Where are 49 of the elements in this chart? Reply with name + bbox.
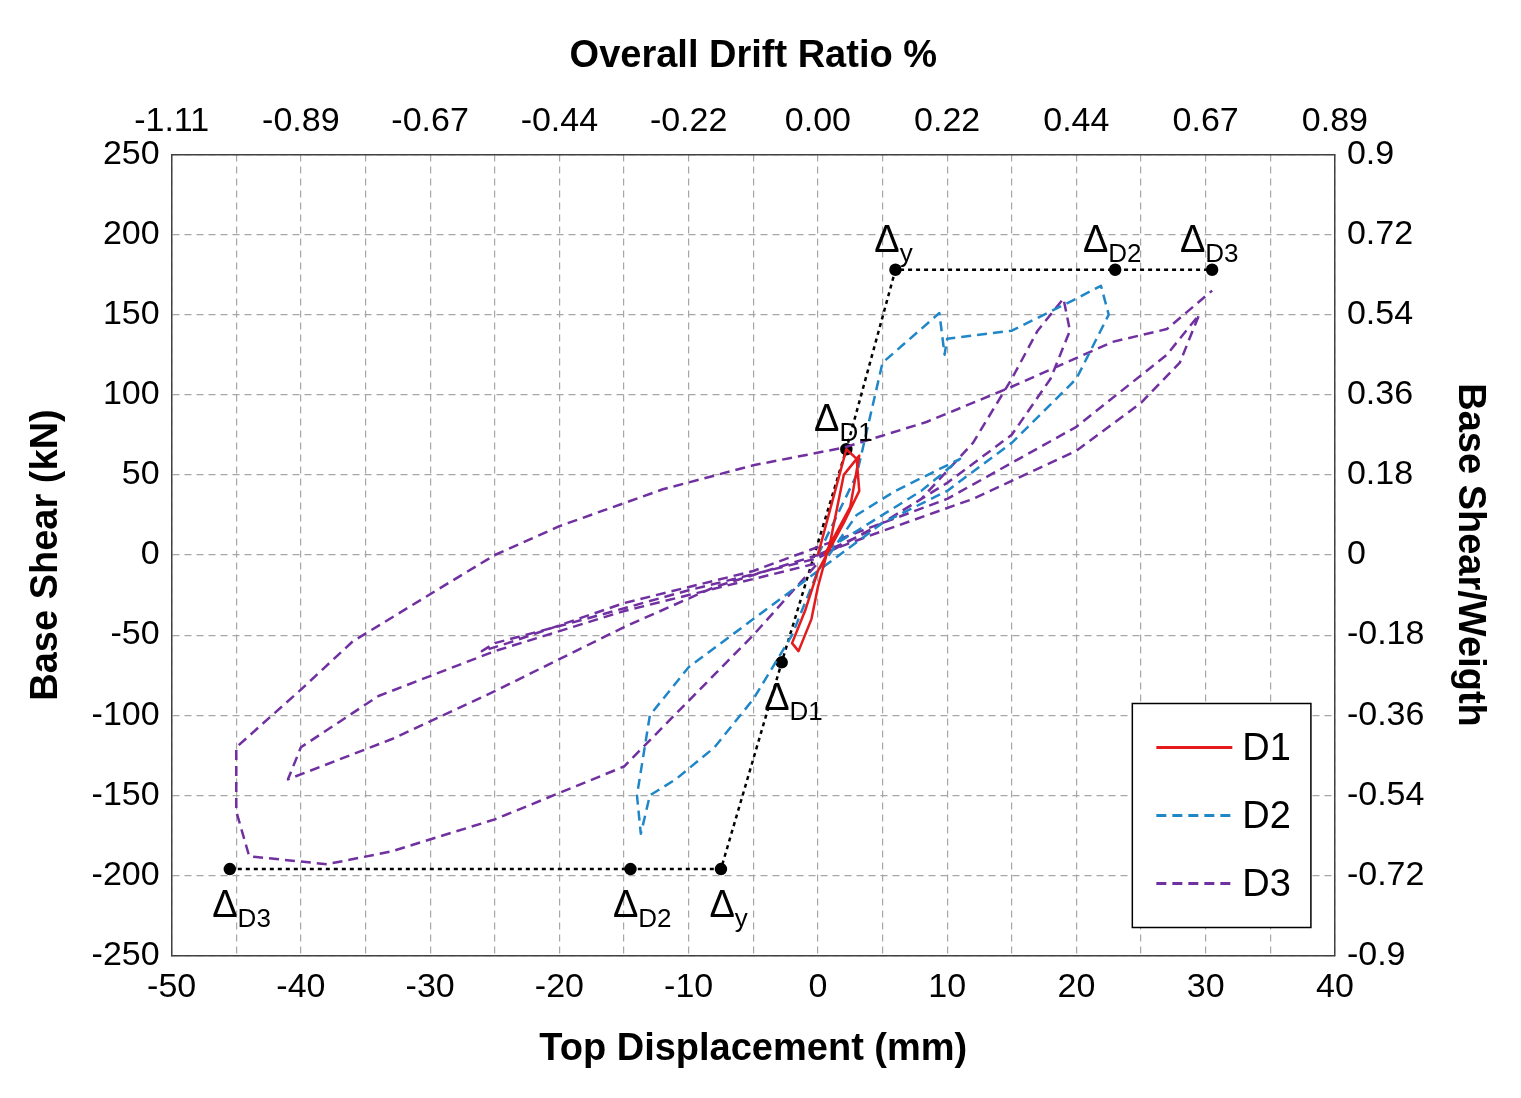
x-tick-label: -30: [405, 966, 455, 1005]
y-tick-label: -50: [110, 613, 160, 652]
x2-tick-label: -0.22: [649, 100, 728, 139]
x-axis-title: Top Displacement (mm): [539, 1025, 968, 1068]
legend-label: D2: [1242, 794, 1291, 837]
x-tick-label: -40: [276, 966, 326, 1005]
x-tick-label: 0: [808, 966, 828, 1005]
y2-tick-label: -0.54: [1346, 773, 1425, 812]
y2-tick-label: -0.72: [1346, 853, 1425, 892]
y-tick-label: -150: [91, 773, 160, 812]
point: [714, 862, 728, 876]
x-tick-label: -20: [534, 966, 584, 1005]
y2-axis-title: Base Shear/Weigth: [1450, 383, 1493, 727]
point: [889, 263, 902, 277]
y-tick-label: 50: [121, 453, 160, 492]
x2-axis-title: Overall Drift Ratio %: [569, 33, 937, 76]
y-tick-label: 150: [102, 293, 160, 332]
y2-tick-label: -0.18: [1346, 613, 1425, 652]
y-tick-label: 200: [102, 212, 160, 251]
point: [223, 862, 237, 876]
y2-tick-label: 0.72: [1346, 212, 1414, 251]
x2-tick-label: -0.67: [391, 100, 469, 139]
y-tick-label: 100: [102, 373, 160, 412]
x2-tick-label: 0.67: [1172, 100, 1239, 139]
x-tick-label: 20: [1057, 966, 1096, 1005]
y2-tick-label: 0: [1346, 533, 1366, 572]
point: [1108, 263, 1122, 277]
y2-tick-label: 0.18: [1346, 453, 1414, 492]
point: [1205, 263, 1219, 277]
y-tick-label: -100: [91, 693, 160, 732]
x2-tick-label: 0.44: [1043, 100, 1110, 139]
y2-tick-label: 0.36: [1346, 373, 1414, 412]
point: [775, 656, 788, 669]
x-tick-label: -10: [664, 966, 714, 1005]
x-tick-label: 10: [928, 966, 967, 1005]
y-tick-label: 0: [140, 533, 160, 572]
x-tick-label: 30: [1186, 966, 1225, 1005]
point: [624, 862, 637, 876]
line-series: [635, 284, 1110, 836]
y-axis-title: Base Shear (kN): [23, 409, 66, 701]
y2-tick-label: 0.54: [1346, 293, 1414, 332]
legend-label: D1: [1242, 726, 1291, 769]
x2-tick-label: 0.00: [784, 100, 851, 139]
y-tick-label: -200: [91, 853, 160, 892]
y2-tick-label: -0.36: [1346, 693, 1425, 732]
x2-tick-label: -0.44: [520, 100, 599, 139]
x2-tick-label: -0.89: [262, 100, 340, 139]
legend-label: D3: [1242, 862, 1291, 905]
x2-tick-label: 0.22: [914, 100, 981, 139]
